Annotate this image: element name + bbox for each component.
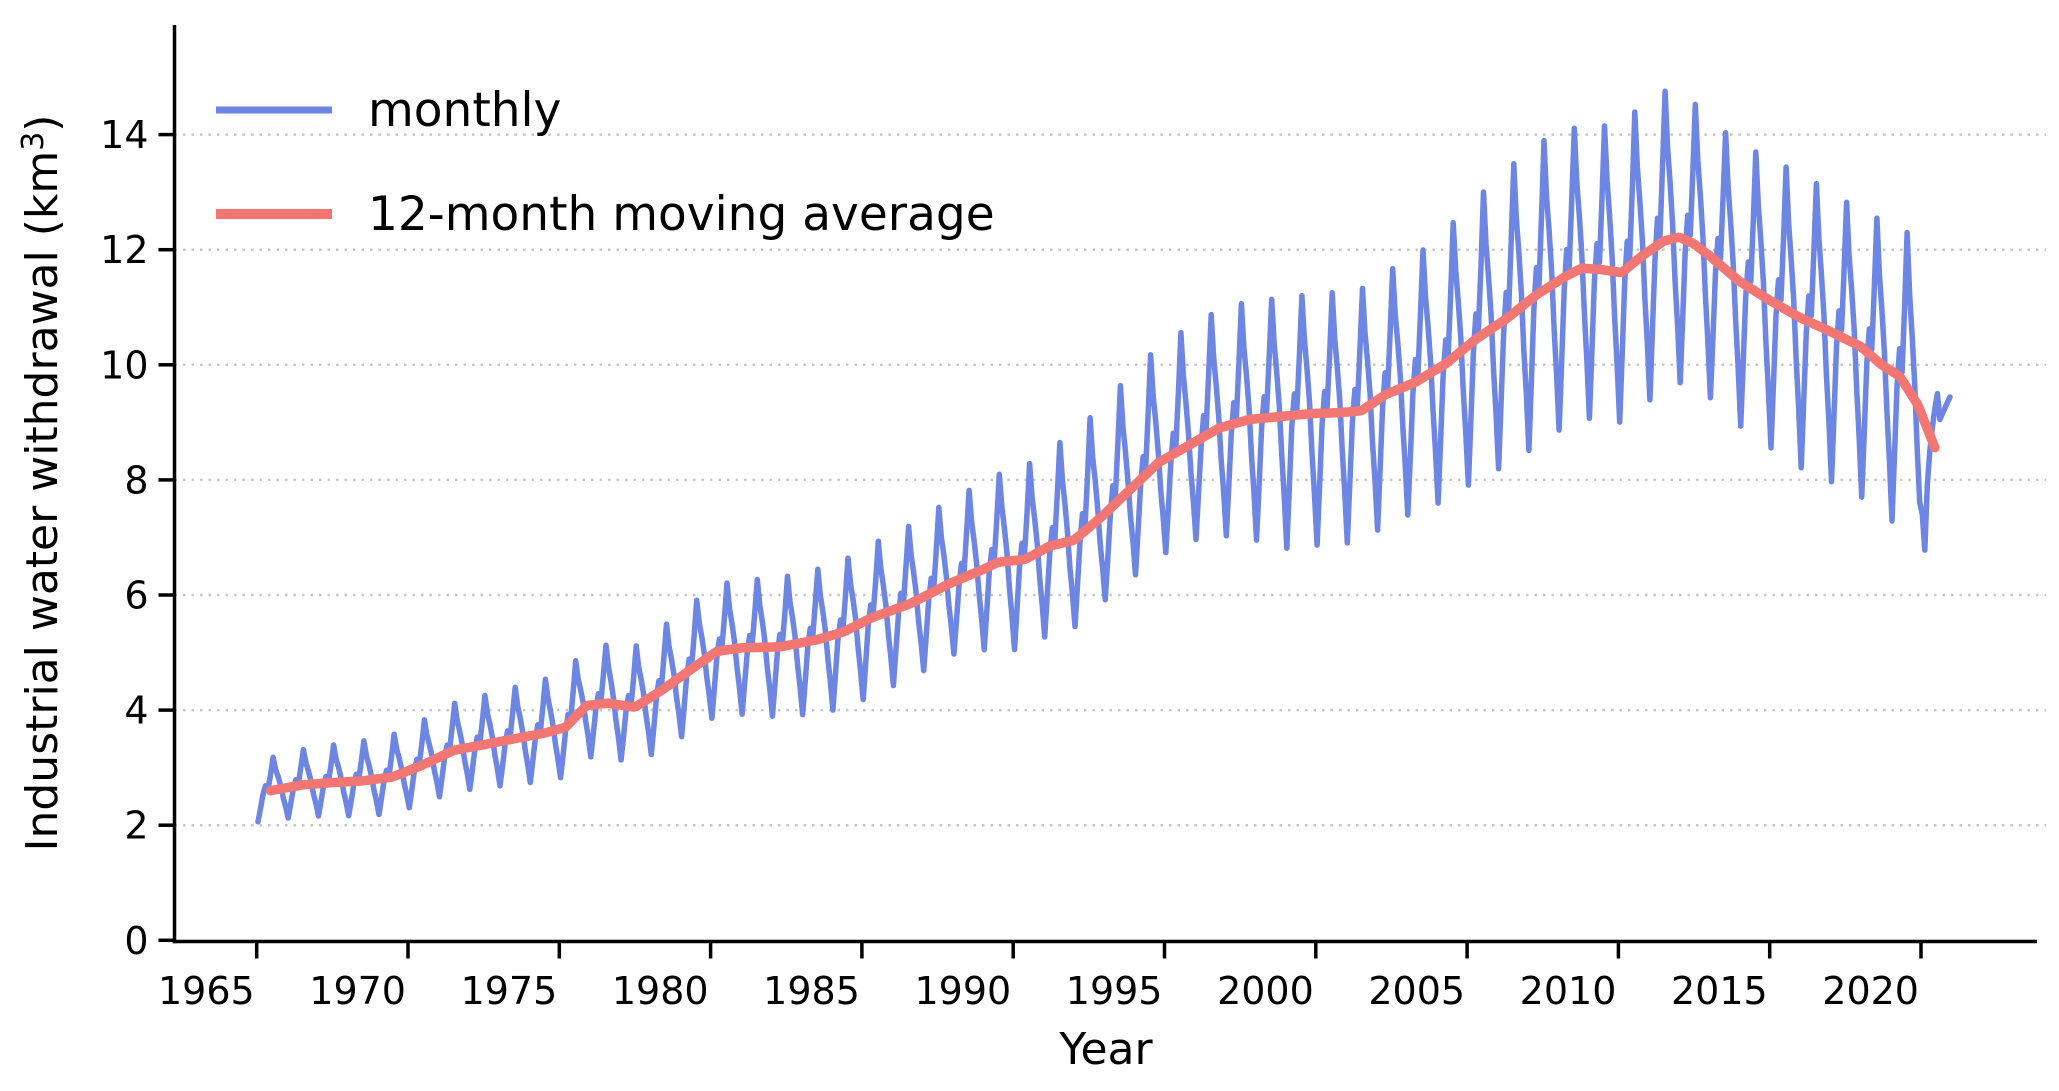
y-tick-label-4: 4 <box>124 689 148 733</box>
y-tick-label-12: 12 <box>100 228 148 272</box>
x-tick-label-1965: 1965 <box>158 969 255 1013</box>
y-tick-label-6: 6 <box>124 574 148 618</box>
x-tick-label-1990: 1990 <box>914 969 1011 1013</box>
series-moving-average-line <box>265 232 1940 796</box>
legend-label-monthly: monthly <box>368 83 561 138</box>
x-tick-label-2020: 2020 <box>1822 969 1919 1013</box>
x-tick-label-1995: 1995 <box>1066 969 1163 1013</box>
x-tick-label-1980: 1980 <box>612 969 709 1013</box>
x-tick-label-2015: 2015 <box>1671 969 1768 1013</box>
y-tick-label-0: 0 <box>124 919 148 963</box>
legend-label-moving-average: 12-month moving average <box>368 187 995 242</box>
y-axis-title-superscript: 3 <box>16 132 51 151</box>
x-tick-label-1975: 1975 <box>461 969 558 1013</box>
x-tick-label-2000: 2000 <box>1217 969 1314 1013</box>
y-tick-label-10: 10 <box>100 343 148 387</box>
y-tick-label-14: 14 <box>100 113 148 157</box>
legend: monthly 12-month moving average <box>216 83 995 242</box>
y-tick-label-8: 8 <box>124 458 148 502</box>
x-tick-label-1970: 1970 <box>309 969 406 1013</box>
x-axis-title: Year <box>1058 1024 1153 1075</box>
x-tick-label-2005: 2005 <box>1368 969 1465 1013</box>
data-series <box>255 88 1953 825</box>
y-axis-title-text: Industrial water withdrawal (km <box>17 151 68 852</box>
tick-labels: 0 2 4 6 8 10 12 14 1965 1970 1975 1980 1985 1990 1995 2… <box>100 113 1919 1013</box>
gridlines <box>174 133 2046 827</box>
x-tick-label-2010: 2010 <box>1520 969 1617 1013</box>
y-axis-title-close: ) <box>17 115 68 132</box>
axes <box>158 25 2037 959</box>
x-tick-label-1985: 1985 <box>763 969 860 1013</box>
y-tick-label-2: 2 <box>124 804 148 848</box>
y-axis-title: Industrial water withdrawal (km3) <box>16 115 68 852</box>
